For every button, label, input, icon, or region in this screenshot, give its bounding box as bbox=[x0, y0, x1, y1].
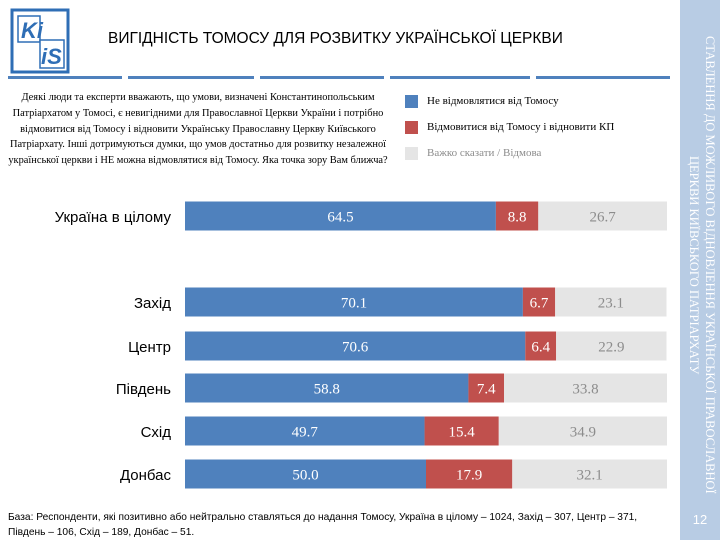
bar-segment bbox=[498, 416, 667, 446]
bar-segment bbox=[538, 201, 667, 231]
bar-segment bbox=[522, 287, 556, 317]
data-label: 49.7 bbox=[292, 425, 319, 441]
data-label: 26.7 bbox=[590, 210, 617, 226]
side-title: СТАВЛЕННЯ ДО МОЖЛИВОГО ВІДНОВЛЕННЯ УКРАЇ… bbox=[687, 36, 717, 494]
bar-segment bbox=[504, 373, 667, 403]
category-label: Захід bbox=[134, 295, 171, 312]
data-label: 17.9 bbox=[456, 468, 482, 484]
bar-segment bbox=[556, 331, 667, 361]
bar-segment bbox=[495, 201, 539, 231]
bar-segment bbox=[185, 416, 425, 446]
bar-segment bbox=[185, 287, 523, 317]
survey-question: Деякі люди та експерти вважають, що умов… bbox=[8, 92, 388, 167]
header-rule bbox=[390, 76, 530, 79]
bar-segment bbox=[424, 416, 499, 446]
legend-swatch bbox=[405, 121, 418, 134]
bar-segment bbox=[426, 459, 513, 489]
data-label: 22.9 bbox=[598, 340, 624, 356]
data-label: 64.5 bbox=[327, 210, 353, 226]
bar-segment bbox=[468, 373, 505, 403]
header-rule bbox=[536, 76, 670, 79]
data-label: 6.4 bbox=[531, 340, 550, 356]
legend-label: Відмовитися від Томосу і відновити КП bbox=[427, 121, 615, 133]
bar-segment bbox=[185, 331, 526, 361]
data-label: 33.8 bbox=[572, 382, 598, 398]
data-label: 34.9 bbox=[570, 425, 596, 441]
bar-segment bbox=[185, 373, 469, 403]
stacked-bar-chart: Україна в цілому 64.5 8.8 26.7 Захід 70.1 6.7 2… bbox=[55, 201, 667, 489]
category-label: Донбас bbox=[120, 467, 172, 484]
kiis-logo: Ki iS bbox=[10, 8, 70, 74]
category-label: Центр bbox=[128, 339, 171, 356]
bar-segment bbox=[525, 331, 557, 361]
header-rule bbox=[8, 76, 122, 79]
legend-swatch bbox=[405, 95, 418, 108]
page-title: ВИГІДНІСТЬ ТОМОСУ ДЛЯ РОЗВИТКУ УКРАЇНСЬК… bbox=[108, 30, 563, 47]
footnote: База: Респонденти, які позитивно або ней… bbox=[8, 512, 638, 538]
header-rule bbox=[260, 76, 384, 79]
legend-label: Не відмовлятися від Томосу bbox=[427, 95, 559, 107]
legend-swatch bbox=[405, 147, 418, 160]
data-label: 8.8 bbox=[508, 210, 527, 226]
header-rule bbox=[128, 76, 254, 79]
data-label: 50.0 bbox=[292, 468, 318, 484]
data-label: 23.1 bbox=[598, 296, 624, 312]
category-label: Україна в цілому bbox=[55, 209, 172, 226]
svg-text:iS: iS bbox=[41, 44, 62, 69]
side-panel: СТАВЛЕННЯ ДО МОЖЛИВОГО ВІДНОВЛЕННЯ УКРАЇ… bbox=[680, 0, 720, 540]
bar-segment bbox=[185, 201, 496, 231]
bar-segment bbox=[512, 459, 667, 489]
data-label: 7.4 bbox=[477, 382, 496, 398]
bar-segment bbox=[555, 287, 667, 317]
legend-label: Важко сказати / Відмова bbox=[427, 147, 542, 159]
category-label: Південь bbox=[116, 381, 171, 398]
data-label: 70.6 bbox=[342, 340, 369, 356]
bar-segment bbox=[185, 459, 426, 489]
category-label: Схід bbox=[141, 424, 172, 441]
data-label: 6.7 bbox=[530, 296, 549, 312]
data-label: 15.4 bbox=[449, 425, 476, 441]
data-label: 32.1 bbox=[577, 468, 603, 484]
data-label: 70.1 bbox=[341, 296, 367, 312]
svg-text:Ki: Ki bbox=[21, 18, 44, 43]
page-number: 12 bbox=[692, 512, 708, 527]
data-label: 58.8 bbox=[314, 382, 340, 398]
